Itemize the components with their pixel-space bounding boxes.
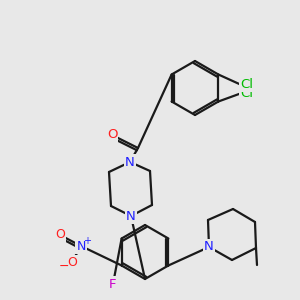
Text: F: F	[109, 278, 117, 290]
Text: O: O	[67, 256, 77, 268]
Text: +: +	[83, 236, 91, 246]
Text: −: −	[59, 260, 69, 272]
Text: Cl: Cl	[240, 78, 253, 91]
Text: N: N	[76, 239, 86, 253]
Text: N: N	[125, 155, 135, 169]
Text: O: O	[107, 128, 117, 142]
Text: Cl: Cl	[240, 87, 253, 100]
Text: N: N	[126, 209, 136, 223]
Text: N: N	[204, 241, 214, 254]
Text: O: O	[55, 229, 65, 242]
